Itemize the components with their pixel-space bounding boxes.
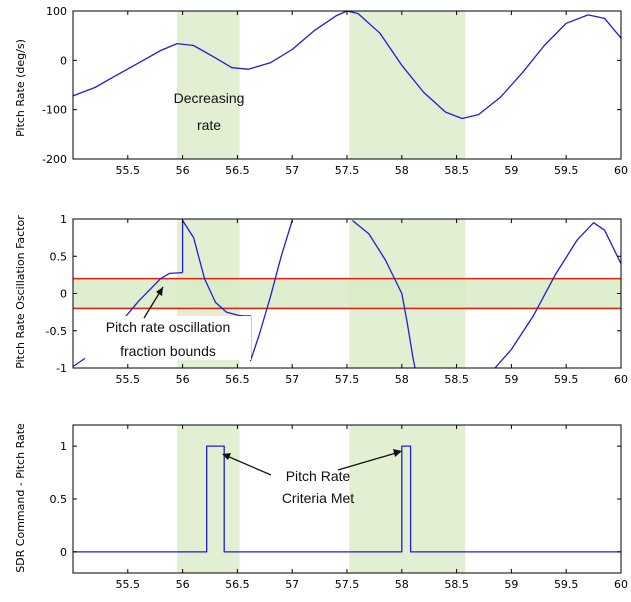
y-tick-label: 1 bbox=[60, 213, 67, 226]
x-tick-label: 56.5 bbox=[225, 578, 250, 591]
x-tick-label: 56 bbox=[176, 578, 190, 591]
bounds-band bbox=[73, 278, 621, 309]
x-tick-label: 56 bbox=[176, 373, 190, 386]
x-tick-label: 59.5 bbox=[554, 164, 579, 177]
series-line-0-0 bbox=[73, 445, 621, 553]
sdr-command-panel: 55.5 56 56.5 57 57.5 58 58.5 59 59.5 60 1 0.5 0 SDR … bbox=[14, 423, 628, 591]
y-tick-label: -200 bbox=[42, 153, 67, 166]
y-tick-label: -100 bbox=[42, 104, 67, 117]
x-tick-label: 60 bbox=[614, 578, 628, 591]
y-axis-label: Pitch Rate (deg/s) bbox=[14, 39, 27, 137]
x-tick-label: 56.5 bbox=[225, 164, 250, 177]
annotation-arrowhead-left bbox=[222, 453, 231, 460]
x-tick-label: 57 bbox=[285, 373, 299, 386]
series-line-0-1 bbox=[181, 219, 243, 317]
highlight-band-0 bbox=[177, 425, 240, 573]
x-tick-label: 55.5 bbox=[116, 164, 141, 177]
annotation-bounds-arrowhead bbox=[156, 287, 163, 296]
axes-frame bbox=[72, 10, 622, 160]
x-tick-label: 57.5 bbox=[335, 373, 360, 386]
annotation-bounds-line2: fraction bounds bbox=[120, 343, 216, 359]
x-tick-label: 56.5 bbox=[225, 373, 250, 386]
x-tick-label: 55.5 bbox=[116, 578, 141, 591]
annotation-criteria-line2: Criteria Met bbox=[282, 490, 354, 506]
x-tick-label: 59 bbox=[504, 578, 518, 591]
annotation-decreasing-rate-line1: Decreasing bbox=[174, 90, 245, 106]
y-tick-label: 100 bbox=[46, 5, 67, 18]
x-tick-label: 58.5 bbox=[444, 373, 469, 386]
x-tick-label: 58 bbox=[395, 373, 409, 386]
annotation-arrow-right bbox=[337, 452, 397, 471]
x-tick-label: 59.5 bbox=[554, 578, 579, 591]
highlight-band-0 bbox=[177, 11, 240, 159]
y-axis-label: Pitch Rate Oscillation Factor bbox=[14, 215, 27, 369]
x-tick-label: 60 bbox=[614, 373, 628, 386]
x-tick-label: 57.5 bbox=[335, 164, 360, 177]
annotation-arrow-left bbox=[226, 455, 272, 476]
x-tick-label: 60 bbox=[614, 164, 628, 177]
x-tick-label: 57.5 bbox=[335, 578, 360, 591]
annotation-arrowhead-right bbox=[393, 449, 402, 457]
x-tick-label: 56 bbox=[176, 164, 190, 177]
highlight-band-1 bbox=[349, 425, 466, 573]
x-tick-label: 55.5 bbox=[116, 373, 141, 386]
x-tick-label: 59.5 bbox=[554, 373, 579, 386]
x-tick-label: 58 bbox=[395, 164, 409, 177]
annotation-bounds-background bbox=[85, 316, 251, 360]
y-tick-label: 0 bbox=[60, 546, 67, 559]
y-tick-label: 1 bbox=[60, 440, 67, 453]
series-line-0-4 bbox=[494, 222, 622, 369]
x-tick-label: 57 bbox=[285, 164, 299, 177]
x-tick-label: 58 bbox=[395, 578, 409, 591]
series-line-0-2 bbox=[242, 220, 293, 362]
pitch-rate-panel: 55.5 56 56.5 57 57.5 58 58.5 59 59.5 60 100 0 -100 -2… bbox=[14, 5, 628, 177]
annotation-bounds-line1: Pitch rate oscillation bbox=[106, 319, 231, 335]
annotation-decreasing-rate-line2: rate bbox=[197, 117, 221, 133]
y-tick-label: 0.5 bbox=[50, 493, 68, 506]
oscillation-factor-panel: 55.5 56 56.5 57 57.5 58 58.5 59 59.5 60 1 0.5 0 -0.5 -… bbox=[14, 213, 628, 386]
y-tick-label: 0 bbox=[60, 288, 67, 301]
x-tick-label: 59 bbox=[504, 164, 518, 177]
y-axis-label: SDR Command - Pitch Rate bbox=[14, 423, 27, 573]
series-line-0-3 bbox=[352, 219, 416, 369]
x-tick-label: 57 bbox=[285, 578, 299, 591]
x-tick-label: 59 bbox=[504, 373, 518, 386]
y-tick-label: 0 bbox=[60, 54, 67, 67]
highlight-band-1 bbox=[349, 11, 466, 159]
y-tick-label: -1 bbox=[56, 362, 67, 375]
y-tick-label: 0.5 bbox=[50, 250, 68, 263]
annotation-criteria-line1: Pitch Rate bbox=[286, 468, 351, 484]
y-tick-label: -0.5 bbox=[46, 325, 67, 338]
x-tick-label: 58.5 bbox=[444, 578, 469, 591]
series-line-0-0 bbox=[72, 10, 622, 120]
x-tick-label: 58.5 bbox=[444, 164, 469, 177]
